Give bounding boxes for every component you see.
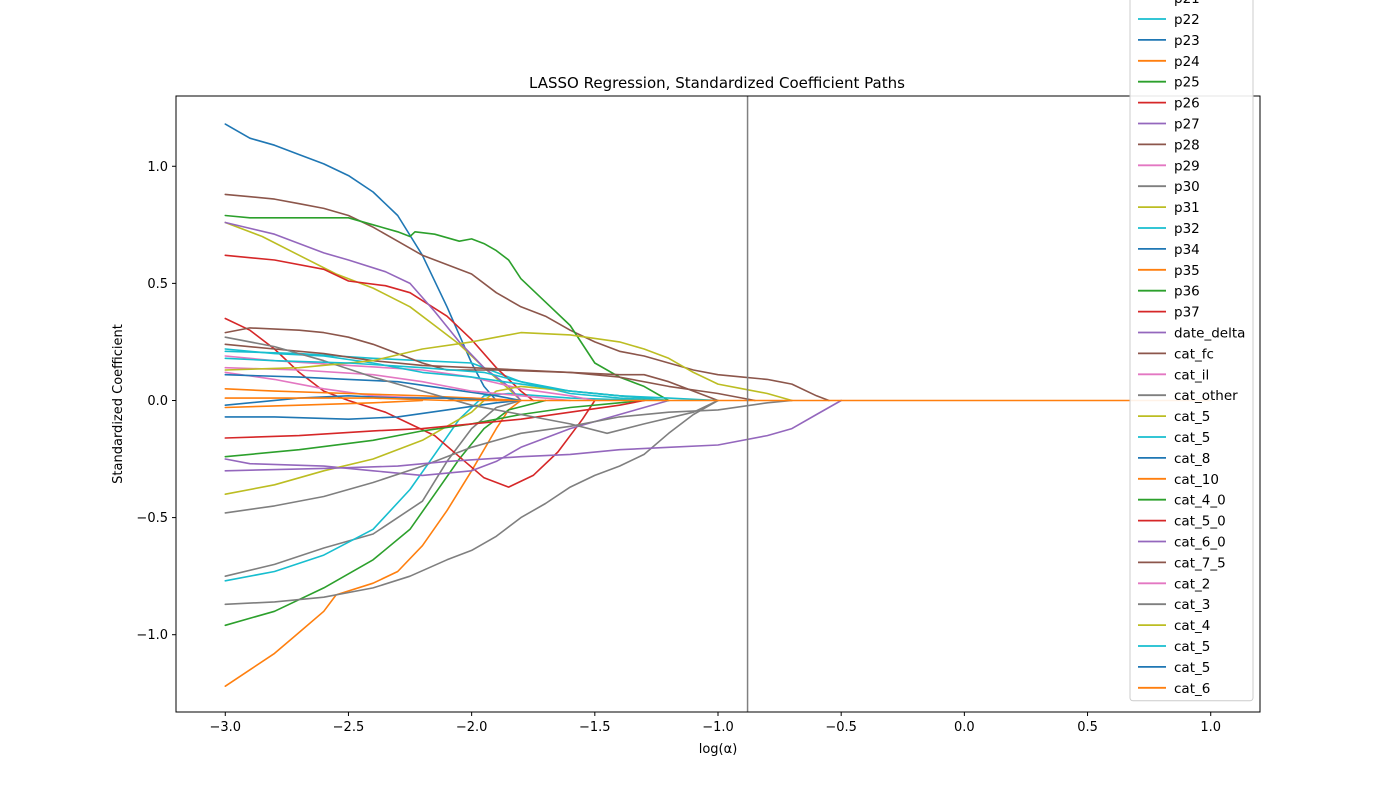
legend-entry-label: cat_6 — [1174, 681, 1210, 697]
x-tick-label: 0.5 — [1077, 720, 1098, 735]
series-line-27 — [224, 343, 756, 402]
y-tick-label: 1.0 — [147, 160, 168, 175]
legend-entry-label: cat_8 — [1174, 451, 1210, 467]
legend-entry-label: cat_5 — [1174, 430, 1210, 446]
series-line-31 — [224, 357, 670, 402]
series-lines — [224, 123, 1212, 687]
series-line-3 — [224, 399, 522, 687]
legend: p21 p22 p23 p24 p25 p26 p27 p28 p29 p30 p31 p32 p34 p… — [1129, 0, 1254, 702]
series-line-22 — [224, 373, 522, 402]
legend-entry-label: cat_other — [1174, 388, 1238, 404]
legend-entry-label: cat_4 — [1174, 618, 1210, 634]
legend-entry-label: cat_6_0 — [1174, 535, 1226, 551]
legend-entry-label: p30 — [1174, 179, 1200, 195]
x-tick-label: −1.0 — [702, 720, 734, 735]
legend-entry-label: cat_5 — [1174, 639, 1210, 655]
legend-entry-label: p27 — [1174, 117, 1200, 133]
series-line-26 — [224, 399, 842, 472]
series-line-33 — [224, 397, 1212, 402]
series-line-29 — [224, 336, 719, 435]
series-line-12 — [224, 399, 522, 420]
y-tick-label: 0.5 — [147, 277, 168, 292]
legend-entry-label: cat_il — [1174, 367, 1209, 383]
x-tick-label: −2.5 — [333, 720, 365, 735]
x-tick-label: −1.5 — [579, 720, 611, 735]
legend-entry-label: cat_fc — [1174, 346, 1214, 362]
y-axis-ticks: −1.0 −0.5 0.0 0.5 1.0 — [136, 160, 176, 643]
legend-entry-label: p26 — [1174, 96, 1200, 112]
y-tick-label: −1.0 — [136, 628, 168, 643]
y-axis-label: Standardized Coefficient — [111, 324, 126, 484]
legend-entry-label: cat_7_5 — [1174, 555, 1226, 571]
legend-entry-label: p21 — [1174, 0, 1200, 7]
series-line-32 — [224, 395, 498, 406]
x-tick-label: −2.0 — [456, 720, 488, 735]
legend-entry-label: cat_5 — [1174, 409, 1210, 425]
legend-entry-label: date_delta — [1174, 326, 1245, 342]
legend-entry-label: cat_5_0 — [1174, 514, 1226, 530]
legend-entry-label: p37 — [1174, 305, 1200, 321]
legend-entry-label: p25 — [1174, 75, 1200, 91]
legend-entry-label: cat_4_0 — [1174, 493, 1226, 509]
x-tick-label: 1.0 — [1200, 720, 1221, 735]
legend-entry-label: p29 — [1174, 158, 1200, 174]
series-line-28 — [224, 366, 571, 402]
series-line-15 — [224, 254, 534, 402]
chart-title: LASSO Regression, Standardized Coefficie… — [529, 74, 905, 92]
series-line-2 — [224, 123, 498, 402]
legend-frame — [1129, 0, 1254, 702]
legend-entry-label: p31 — [1174, 200, 1200, 216]
series-line-0 — [224, 399, 522, 577]
legend-entry-label: p24 — [1174, 54, 1200, 70]
series-line-14 — [224, 214, 670, 402]
series-line-30 — [224, 331, 793, 402]
legend-entry-label: p32 — [1174, 221, 1200, 237]
legend-entry-label: cat_10 — [1174, 472, 1219, 488]
x-tick-label: 0.0 — [954, 720, 975, 735]
series-line-13 — [224, 388, 522, 402]
legend-entry-label: p36 — [1174, 284, 1200, 300]
legend-entry-label: p28 — [1174, 137, 1200, 153]
legend-entry-label: p23 — [1174, 33, 1200, 49]
x-tick-label: −0.5 — [825, 720, 857, 735]
legend-entry-label: p22 — [1174, 12, 1200, 28]
y-tick-label: −0.5 — [136, 511, 168, 526]
series-line-23 — [224, 399, 424, 409]
x-axis-label: log(α) — [699, 742, 738, 757]
y-tick-label: 0.0 — [147, 394, 168, 409]
legend-entry-label: cat_5 — [1174, 660, 1210, 676]
x-tick-label: −3.0 — [209, 720, 241, 735]
legend-entry-label: p35 — [1174, 263, 1200, 279]
series-line-7 — [224, 193, 830, 402]
series-line-25 — [224, 399, 645, 439]
legend-entry-label: cat_3 — [1174, 597, 1210, 613]
series-line-1 — [224, 392, 645, 582]
series-line-9 — [224, 399, 793, 514]
legend-entry-label: cat_2 — [1174, 576, 1210, 592]
x-axis-ticks: −3.0 −2.5 −2.0 −1.5 −1.0 −0.5 0.0 0.5 1.0 — [209, 712, 1221, 735]
legend-entry-label: p34 — [1174, 242, 1200, 258]
